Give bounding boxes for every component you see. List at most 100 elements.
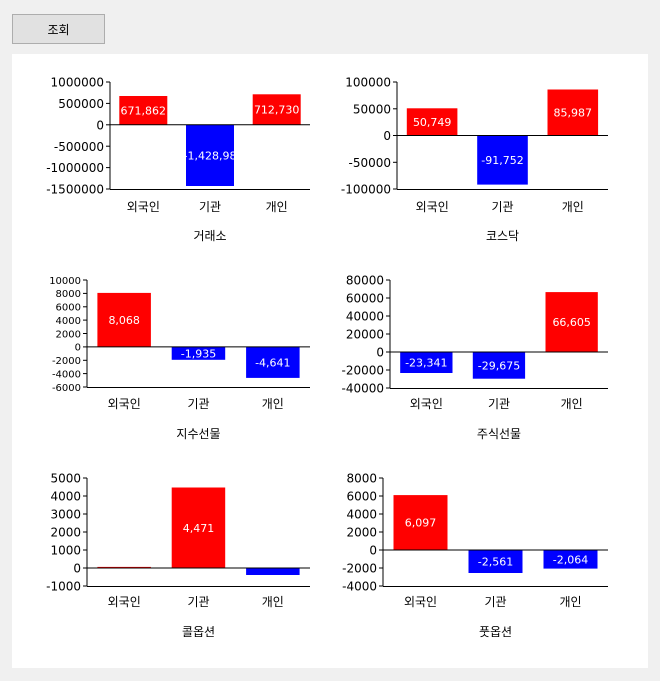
y-tick-label: -500000 — [54, 140, 104, 154]
y-tick-label: 2000 — [56, 329, 81, 340]
y-tick-label: -6000 — [52, 383, 81, 394]
chart-title: 풋옵션 — [479, 625, 512, 639]
y-tick-label: -1000 — [46, 580, 81, 594]
y-tick-label: -40000 — [341, 382, 384, 396]
chart-1: 671,862 외국인 -1,428,98 기관 712,730 개인 1000000 500… — [46, 76, 310, 243]
y-tick-label: -1000000 — [46, 161, 104, 175]
y-tick-label: -50000 — [348, 156, 391, 170]
bar-개인 — [246, 346, 300, 378]
y-tick-label: 0 — [383, 129, 391, 143]
category-label: 기관 — [488, 397, 510, 411]
chart-title: 주식선물 — [477, 427, 521, 441]
data-label: 8,068 — [108, 314, 140, 327]
data-label: 671,862 — [121, 104, 167, 117]
y-tick-label: 4000 — [50, 490, 81, 504]
bar-외국인 — [406, 108, 458, 136]
chart-3: 8,068 외국인 -1,935 기관 -4,641 개인 10000 8000 6000 400… — [49, 276, 310, 441]
data-label: -4,641 — [255, 356, 290, 369]
y-tick-label: -4000 — [342, 580, 377, 594]
bar-개인 — [252, 94, 301, 125]
y-tick-label: -20000 — [341, 364, 384, 378]
category-label: 기관 — [199, 200, 221, 214]
query-button[interactable]: 조회 — [12, 14, 105, 44]
category-label: 개인 — [561, 397, 583, 411]
category-label: 기관 — [484, 595, 506, 609]
category-label: 기관 — [491, 200, 513, 214]
category-label: 개인 — [262, 397, 284, 411]
bar-기관 — [171, 346, 226, 360]
y-tick-label: 500000 — [58, 97, 104, 111]
bar-기관 — [468, 550, 523, 573]
y-tick-label: -1500000 — [46, 183, 104, 197]
y-tick-label: -2000 — [52, 356, 81, 367]
y-tick-label: 0 — [73, 562, 81, 576]
bar-외국인 — [393, 495, 448, 550]
y-tick-label: 1000 — [50, 544, 81, 558]
y-tick-label: 50000 — [353, 102, 391, 116]
chart-2: 50,749 외국인 -91,752 기관 85,987 개인 100000 50000 0 -5… — [341, 76, 608, 243]
data-label: -1,428,98 — [184, 149, 237, 162]
chart-title: 거래소 — [193, 229, 226, 243]
y-tick-label: 8000 — [346, 472, 377, 486]
data-label: 712,730 — [254, 104, 300, 117]
y-tick-label: 60000 — [346, 292, 384, 306]
y-tick-label: 2000 — [50, 526, 81, 540]
y-tick-label: -4000 — [52, 369, 81, 380]
bar-외국인 — [97, 292, 151, 347]
y-tick-label: 10000 — [49, 276, 81, 287]
category-label: 기관 — [187, 595, 209, 609]
data-label: -29,675 — [478, 359, 520, 372]
bar-외국인 — [119, 96, 168, 125]
y-tick-label: -2000 — [342, 562, 377, 576]
data-label: 6,097 — [405, 517, 437, 530]
data-label: -2,561 — [478, 556, 513, 569]
y-tick-label: 2000 — [346, 526, 377, 540]
data-label: -1,935 — [181, 347, 216, 360]
bar-개인 — [246, 568, 300, 575]
data-label: 4,471 — [183, 522, 215, 535]
data-label: -91,752 — [481, 154, 523, 167]
category-label: 개인 — [559, 595, 581, 609]
bar-개인 — [545, 292, 598, 352]
bar-외국인 — [400, 352, 453, 373]
data-label: 85,987 — [554, 107, 593, 120]
category-label: 외국인 — [108, 595, 141, 609]
y-tick-label: 0 — [369, 544, 377, 558]
y-tick-label: 4000 — [346, 508, 377, 522]
y-tick-label: 1000000 — [51, 76, 104, 90]
bar-기관 — [472, 352, 526, 379]
y-tick-label: 40000 — [346, 310, 384, 324]
chart-6: 6,097 외국인 -2,561 기관 -2,064 개인 8000 6000 4000 2000… — [342, 472, 608, 639]
y-tick-label: 6000 — [56, 303, 81, 314]
y-tick-label: 0 — [96, 118, 104, 132]
chart-title: 코스닥 — [486, 229, 519, 243]
data-label: 66,605 — [552, 316, 591, 329]
y-tick-label: 80000 — [346, 274, 384, 288]
y-tick-label: 5000 — [50, 472, 81, 486]
chart-panel — [12, 54, 648, 668]
y-tick-label: 8000 — [56, 289, 81, 300]
y-tick-label: 4000 — [56, 316, 81, 327]
data-label: -23,341 — [405, 357, 447, 370]
category-label: 개인 — [266, 200, 288, 214]
chart-title: 지수선물 — [176, 427, 220, 441]
bar-개인 — [547, 89, 599, 136]
y-tick-label: 100000 — [345, 76, 391, 90]
chart-5: 외국인 4,471 기관 개인 5000 4000 3000 2000 1000 0 -1000 콜옵… — [46, 472, 310, 639]
category-label: 외국인 — [410, 397, 443, 411]
bar-개인 — [543, 550, 598, 569]
data-label: -2,064 — [553, 553, 588, 566]
category-label: 기관 — [187, 397, 209, 411]
category-label: 외국인 — [404, 595, 437, 609]
bar-기관 — [477, 135, 528, 185]
category-label: 개인 — [262, 595, 284, 609]
chart-title: 콜옵션 — [182, 625, 215, 639]
category-label: 개인 — [562, 200, 584, 214]
category-label: 외국인 — [108, 397, 141, 411]
y-tick-label: 0 — [376, 346, 384, 360]
y-tick-label: 20000 — [346, 328, 384, 342]
y-tick-label: -100000 — [341, 183, 391, 197]
bar-기관 — [171, 487, 226, 568]
data-label: 50,749 — [413, 116, 452, 129]
